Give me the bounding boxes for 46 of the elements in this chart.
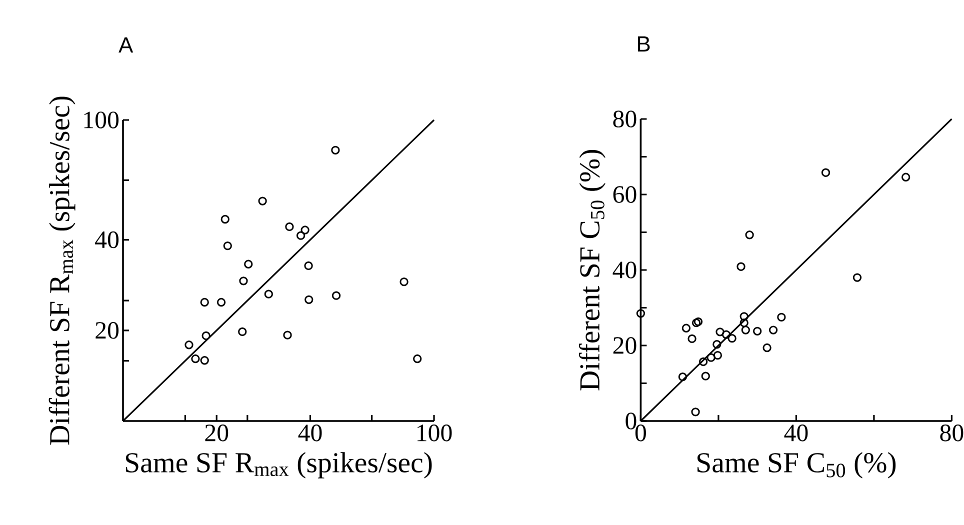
x-tick-label: 40 xyxy=(298,424,322,442)
y-tick-label: 80 xyxy=(613,110,636,128)
point xyxy=(745,230,754,240)
y-tick-label: 0 xyxy=(626,412,636,430)
point xyxy=(740,312,748,321)
point xyxy=(691,408,700,416)
y-axis-title: Different SF R$_{max}$ (spikes/sec) xyxy=(48,96,76,445)
point xyxy=(741,326,750,334)
point xyxy=(698,357,708,366)
point xyxy=(636,309,646,318)
point xyxy=(701,372,710,380)
y-tick-label: 40 xyxy=(612,262,636,278)
point xyxy=(713,350,722,360)
y-tick-label: 40 xyxy=(95,231,119,248)
point xyxy=(712,340,722,349)
point xyxy=(716,328,724,336)
x-tick-label: 80 xyxy=(940,424,964,442)
point xyxy=(694,317,703,326)
point xyxy=(901,172,910,182)
x-tick-label: 20 xyxy=(205,424,228,442)
point xyxy=(678,372,688,382)
chart-title: B xyxy=(638,36,650,52)
point xyxy=(682,324,691,332)
point xyxy=(752,326,762,336)
y-tick-label: 60 xyxy=(613,186,636,203)
y-tick-label: 20 xyxy=(96,322,119,339)
point xyxy=(688,334,696,344)
y-axis-title: Different SF C$_{50}$ (%) xyxy=(578,150,606,390)
point xyxy=(768,326,778,334)
point xyxy=(777,312,786,322)
x-tick-label: 100 xyxy=(418,424,452,442)
point xyxy=(692,318,701,328)
point xyxy=(728,334,736,343)
x-axis-title: Same SF R$_{max}$ (spikes/sec) xyxy=(126,452,432,478)
point xyxy=(821,168,830,177)
y-tick-label: 20 xyxy=(613,337,636,354)
point xyxy=(762,343,772,352)
x-tick-label: 40 xyxy=(784,424,808,442)
x-axis-title: Same SF C$_{50}$ (%) xyxy=(697,452,896,478)
point xyxy=(722,330,731,339)
point xyxy=(852,273,862,282)
y-tick-label: 100 xyxy=(84,112,119,128)
chart-title: A xyxy=(118,37,134,52)
point xyxy=(706,353,716,362)
point xyxy=(736,262,746,271)
point xyxy=(740,318,748,328)
